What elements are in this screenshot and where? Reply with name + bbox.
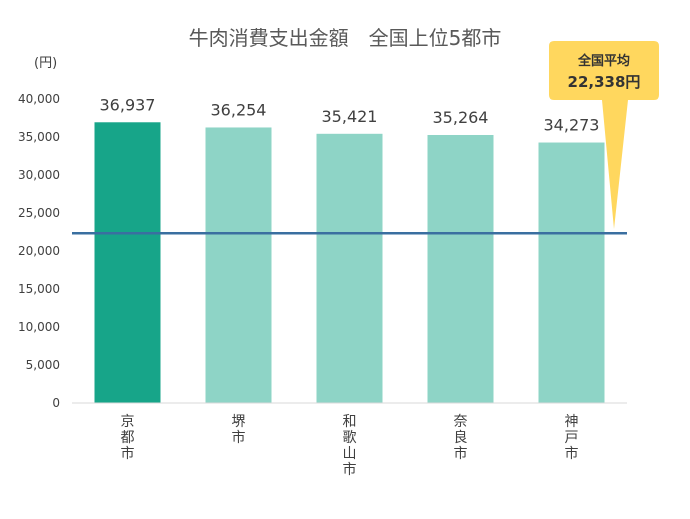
y-tick-label: 10,000 <box>18 320 60 334</box>
average-callout-label: 全国平均 <box>577 53 630 69</box>
average-callout <box>549 41 659 229</box>
x-tick-label: 京都市 <box>121 414 135 462</box>
data-label: 35,421 <box>322 107 378 126</box>
y-tick-label: 0 <box>52 396 60 410</box>
x-tick-label: 奈良市 <box>454 414 468 462</box>
y-tick-label: 20,000 <box>18 244 60 258</box>
y-tick-label: 5,000 <box>26 358 60 372</box>
bar <box>538 142 605 403</box>
average-callout-value: 22,338円 <box>568 73 641 91</box>
bar <box>94 122 161 403</box>
data-label: 36,254 <box>211 100 267 119</box>
bar <box>427 134 494 404</box>
data-label: 36,937 <box>100 95 156 114</box>
data-label: 35,264 <box>433 108 489 127</box>
bar <box>205 127 272 403</box>
x-tick-label: 神戸市 <box>565 414 579 462</box>
y-tick-label: 25,000 <box>18 206 60 220</box>
y-tick-label: 40,000 <box>18 92 60 106</box>
x-tick-label: 和歌山市 <box>343 414 357 478</box>
bar <box>316 133 383 403</box>
chart-title: 牛肉消費支出金額 全国上位5都市 <box>188 26 502 50</box>
y-tick-label: 30,000 <box>18 168 60 182</box>
x-tick-label: 堺市 <box>232 414 246 446</box>
y-tick-label: 15,000 <box>18 282 60 296</box>
data-label: 34,273 <box>544 116 600 135</box>
y-axis-unit-label: (円) <box>34 56 58 71</box>
y-tick-label: 35,000 <box>18 130 60 144</box>
